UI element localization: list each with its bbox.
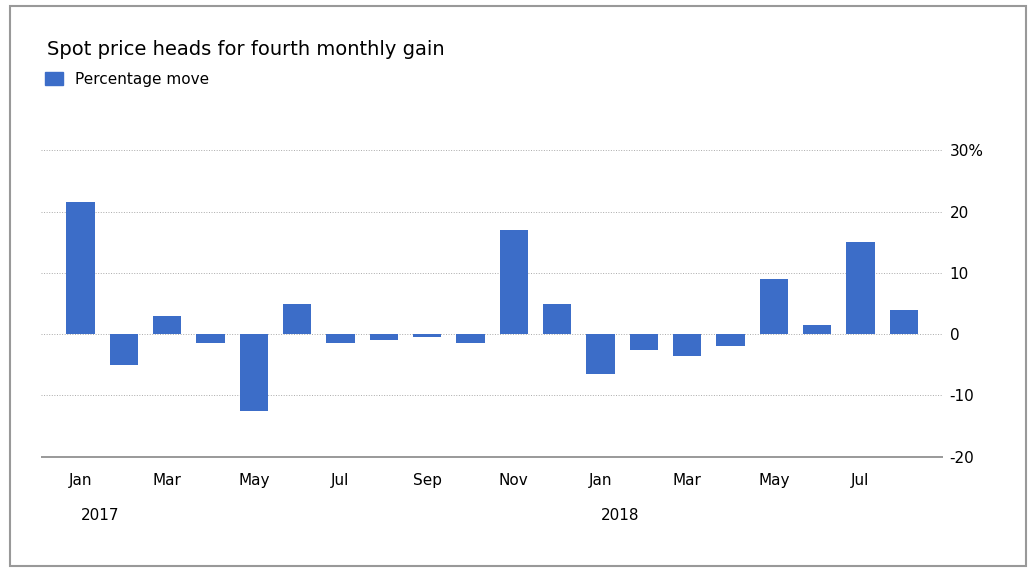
Bar (326, 334, 354, 343)
Bar (716, 334, 745, 347)
Bar (197, 334, 225, 343)
Bar (630, 334, 658, 349)
Text: 2017: 2017 (81, 508, 119, 523)
Text: 2018: 2018 (601, 508, 639, 523)
Bar (456, 334, 485, 343)
Bar (543, 304, 571, 334)
Bar (803, 325, 831, 334)
Bar (673, 334, 701, 356)
Bar (239, 334, 268, 411)
Bar (370, 334, 398, 340)
Bar (759, 279, 787, 334)
Bar (413, 334, 441, 337)
Bar (890, 309, 918, 334)
Bar (110, 334, 138, 365)
Legend: Percentage move: Percentage move (45, 72, 209, 87)
Bar (66, 202, 94, 334)
Bar (499, 230, 528, 334)
Bar (586, 334, 614, 374)
Bar (846, 243, 874, 334)
Bar (283, 304, 311, 334)
Text: Spot price heads for fourth monthly gain: Spot price heads for fourth monthly gain (47, 40, 444, 59)
Bar (153, 316, 181, 334)
